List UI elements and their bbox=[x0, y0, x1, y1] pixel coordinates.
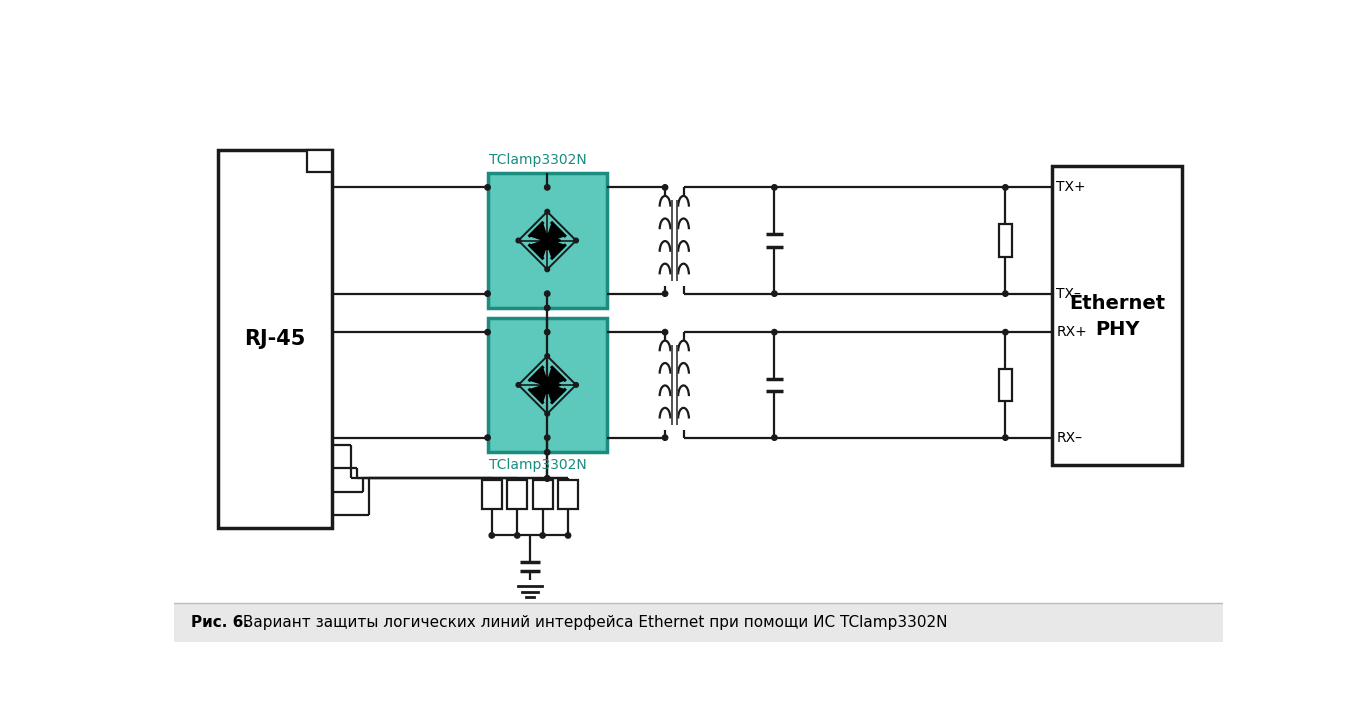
Circle shape bbox=[771, 291, 777, 296]
Circle shape bbox=[545, 450, 549, 455]
Circle shape bbox=[771, 435, 777, 441]
Bar bbox=[307, 151, 331, 172]
Text: RJ-45: RJ-45 bbox=[244, 329, 305, 349]
Circle shape bbox=[517, 383, 521, 387]
Polygon shape bbox=[530, 223, 549, 242]
Circle shape bbox=[545, 305, 549, 311]
Circle shape bbox=[485, 435, 491, 441]
Polygon shape bbox=[545, 367, 564, 386]
Circle shape bbox=[574, 238, 578, 243]
Text: Ethernet: Ethernet bbox=[1069, 294, 1165, 313]
Circle shape bbox=[514, 533, 519, 538]
Circle shape bbox=[545, 185, 549, 190]
Circle shape bbox=[545, 291, 549, 296]
Circle shape bbox=[545, 329, 549, 335]
Bar bbox=[488, 173, 607, 308]
Circle shape bbox=[662, 291, 668, 296]
Circle shape bbox=[662, 435, 668, 441]
Circle shape bbox=[545, 435, 549, 441]
Polygon shape bbox=[545, 223, 564, 242]
Text: TX–: TX– bbox=[1056, 287, 1081, 301]
Text: RX–: RX– bbox=[1056, 430, 1082, 445]
Polygon shape bbox=[541, 234, 555, 247]
Circle shape bbox=[545, 209, 549, 214]
Circle shape bbox=[771, 185, 777, 190]
Text: TClamp3302N: TClamp3302N bbox=[489, 459, 587, 472]
Circle shape bbox=[485, 185, 491, 190]
Circle shape bbox=[1003, 435, 1009, 441]
Text: PHY: PHY bbox=[1094, 319, 1139, 339]
Polygon shape bbox=[545, 384, 564, 402]
Polygon shape bbox=[547, 234, 560, 247]
Circle shape bbox=[662, 185, 668, 190]
Circle shape bbox=[545, 267, 549, 272]
Circle shape bbox=[545, 412, 549, 416]
Bar bbox=[174, 603, 1224, 642]
Polygon shape bbox=[530, 239, 549, 258]
Circle shape bbox=[1003, 329, 1009, 335]
Circle shape bbox=[1003, 291, 1009, 296]
Circle shape bbox=[566, 533, 571, 538]
Bar bbox=[999, 368, 1011, 401]
Circle shape bbox=[662, 329, 668, 335]
Circle shape bbox=[545, 354, 549, 358]
Bar bbox=[507, 480, 527, 509]
Circle shape bbox=[771, 329, 777, 335]
Polygon shape bbox=[547, 378, 560, 392]
Bar bbox=[557, 480, 578, 509]
Circle shape bbox=[489, 533, 495, 538]
Polygon shape bbox=[541, 378, 555, 392]
Circle shape bbox=[574, 383, 578, 387]
Bar bbox=[488, 317, 607, 452]
Bar bbox=[533, 480, 552, 509]
Polygon shape bbox=[530, 367, 549, 386]
Text: TClamp3302N: TClamp3302N bbox=[489, 153, 587, 167]
Bar bbox=[218, 151, 331, 528]
Circle shape bbox=[517, 238, 521, 243]
Circle shape bbox=[545, 476, 549, 481]
Circle shape bbox=[545, 476, 549, 481]
Text: Вариант защиты логических линий интерфейса Ethernet при помощи ИС TClamp3302N: Вариант защиты логических линий интерфей… bbox=[237, 615, 947, 630]
Bar bbox=[1052, 166, 1183, 464]
Text: TX+: TX+ bbox=[1056, 180, 1086, 195]
Bar bbox=[481, 480, 502, 509]
Bar bbox=[999, 224, 1011, 257]
Text: RX+: RX+ bbox=[1056, 325, 1086, 339]
Text: Рис. 6.: Рис. 6. bbox=[191, 615, 248, 630]
Circle shape bbox=[540, 533, 545, 538]
Circle shape bbox=[485, 291, 491, 296]
Circle shape bbox=[485, 329, 491, 335]
Polygon shape bbox=[545, 239, 564, 258]
Circle shape bbox=[1003, 185, 1009, 190]
Polygon shape bbox=[530, 384, 549, 402]
